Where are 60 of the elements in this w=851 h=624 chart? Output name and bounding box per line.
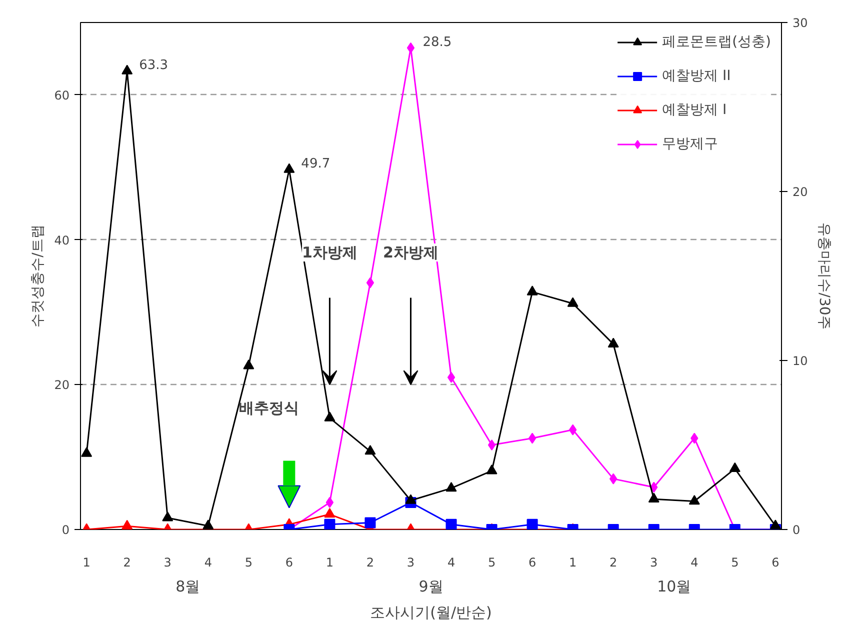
text: 8월 bbox=[176, 578, 200, 596]
data-label: 28.5 bbox=[422, 34, 452, 50]
point bbox=[486, 464, 498, 474]
y2-tick-label: 10 bbox=[792, 354, 808, 368]
text: 10월 bbox=[657, 578, 692, 596]
x-tick-label: 6 bbox=[285, 556, 293, 570]
point bbox=[364, 445, 376, 455]
y-tick-label: 40 bbox=[54, 233, 70, 248]
y-axis-title: 수컷성충수/트랩 bbox=[30, 224, 46, 328]
x-tick-label: 1 bbox=[82, 556, 90, 570]
point bbox=[284, 163, 295, 173]
point bbox=[608, 338, 619, 348]
point bbox=[729, 462, 740, 472]
x-tick-label: 5 bbox=[731, 556, 739, 570]
y-tick-label: 60 bbox=[54, 88, 70, 102]
point bbox=[770, 520, 781, 530]
point bbox=[526, 286, 538, 296]
legend-label: 예찰방제 I bbox=[662, 101, 727, 119]
point bbox=[122, 64, 133, 74]
point bbox=[202, 520, 214, 530]
annotation: 2차방제 bbox=[383, 244, 438, 262]
point bbox=[162, 512, 174, 522]
y2-tick-label: 0 bbox=[792, 523, 800, 537]
point bbox=[324, 412, 336, 422]
legend-label: 페로몬트랩(성충) bbox=[662, 33, 771, 51]
point bbox=[567, 297, 578, 307]
x-tick-label: 4 bbox=[690, 556, 698, 570]
x-tick-label: 2 bbox=[366, 556, 374, 570]
y2-tick-label: 20 bbox=[792, 185, 808, 199]
x-tick-label: 5 bbox=[488, 556, 496, 570]
text: 9월 bbox=[418, 578, 444, 596]
x-tick-label: 2 bbox=[610, 556, 618, 570]
x-tick-label: 3 bbox=[164, 556, 172, 570]
x-tick-label: 1 bbox=[569, 556, 577, 570]
x-tick-label: 6 bbox=[772, 556, 780, 570]
data-label: 63.3 bbox=[139, 58, 168, 74]
x-axis-title: 조사시기(월/반순) bbox=[370, 604, 492, 622]
x-tick-label: 4 bbox=[447, 556, 456, 570]
point bbox=[405, 494, 416, 504]
point bbox=[648, 492, 660, 502]
annotation: 1차방제 bbox=[302, 244, 358, 262]
y-tick-label: 20 bbox=[54, 378, 70, 392]
point bbox=[243, 360, 254, 370]
x-tick-label: 2 bbox=[123, 556, 131, 570]
point bbox=[446, 482, 457, 492]
point bbox=[688, 494, 700, 505]
point bbox=[81, 447, 92, 457]
x-tick-label: 5 bbox=[244, 556, 252, 570]
x-tick-label: 3 bbox=[650, 556, 658, 570]
y2-tick-label: 30 bbox=[792, 16, 808, 30]
x-tick-label: 3 bbox=[406, 556, 415, 570]
annotation: 배추정식 bbox=[238, 399, 299, 418]
y-tick-label: 0 bbox=[62, 523, 70, 537]
x-tick-label: 4 bbox=[204, 556, 212, 570]
x-tick-label: 1 bbox=[326, 556, 334, 570]
legend-label: 예찰방제 II bbox=[662, 67, 731, 85]
y2-axis-title: 유충마리수/30주 bbox=[816, 222, 832, 330]
data-label: 49.7 bbox=[301, 156, 330, 172]
legend-label: 무방제구 bbox=[662, 135, 718, 153]
x-tick-label: 6 bbox=[528, 556, 536, 570]
